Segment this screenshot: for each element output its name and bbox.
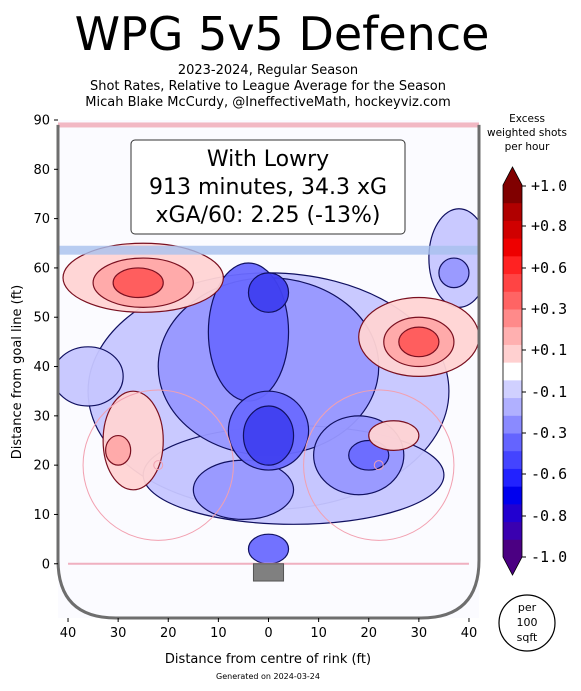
- x-tick-label: 30: [411, 626, 428, 641]
- y-tick-label: 60: [33, 261, 50, 276]
- subtitle-line-1: 2023-2024, Regular Season: [178, 63, 358, 78]
- colorbar-tick-label: -0.1: [531, 383, 567, 401]
- units-badge-line-3: sqft: [517, 631, 538, 644]
- excess-region-negative: [247, 272, 290, 313]
- y-tick-label: 40: [33, 360, 50, 375]
- subtitle-line-3: Micah Blake McCurdy, @IneffectiveMath, h…: [85, 95, 451, 110]
- colorbar-cell: [503, 326, 522, 345]
- colorbar-cell: [503, 362, 522, 381]
- x-axis: 40 30 20 10 0 10 20 30 40: [60, 618, 477, 641]
- y-tick-label: 50: [33, 311, 50, 326]
- colorbar-tick-label: +0.1: [531, 341, 567, 359]
- colorbar-tick-label: -1.0: [531, 548, 567, 566]
- colorbar-tick-label: -0.6: [531, 465, 567, 483]
- blue-line: [58, 245, 479, 255]
- info-box: With Lowry 913 minutes, 34.3 xG xGA/60: …: [130, 139, 406, 235]
- chart-title: WPG 5v5 Defence: [75, 7, 490, 61]
- heatmap-layer: [58, 208, 479, 565]
- x-axis-label: Distance from centre of rink (ft): [165, 652, 371, 667]
- colorbar-cell: [503, 503, 522, 523]
- colorbar-cell: [503, 521, 522, 540]
- colorbar-tick-label: -0.3: [531, 424, 567, 442]
- colorbar-cell: [503, 486, 522, 505]
- colorbar-cell: [503, 291, 522, 310]
- units-badge-circle: [498, 594, 556, 652]
- colorbar-cell: [503, 450, 522, 469]
- faceoff-dot: [153, 460, 164, 471]
- colorbar-tick-label: +1.0: [531, 177, 567, 195]
- units-badge: per 100 sqft: [498, 594, 556, 652]
- excess-region-positive: [112, 267, 164, 299]
- x-tick-label: 40: [60, 626, 77, 641]
- y-tick-label: 30: [33, 409, 50, 424]
- excess-region-negative: [242, 405, 295, 466]
- colorbar-cell: [503, 344, 522, 363]
- x-tick-label: 40: [461, 626, 478, 641]
- generated-note: Generated on 2024-03-24: [216, 672, 320, 681]
- excess-region-negative: [247, 533, 290, 565]
- colorbar-title-1: Excess: [509, 113, 545, 125]
- x-tick-label: 20: [160, 626, 177, 641]
- excess-region-positive: [105, 434, 132, 466]
- colorbar-cell: [503, 273, 522, 292]
- info-box-line-3: xGA/60: 2.25 (-13%): [156, 203, 381, 228]
- colorbar-title-3: per hour: [505, 141, 551, 153]
- colorbar: Excess weighted shots per hour +1.0 +0.8 +…: [487, 113, 567, 576]
- centre-red-line: [58, 122, 479, 128]
- subtitle-line-2: Shot Rates, Relative to League Average f…: [90, 79, 446, 94]
- y-tick-label: 0: [42, 557, 50, 572]
- y-tick-label: 90: [33, 114, 50, 129]
- faceoff-dot: [373, 460, 384, 471]
- colorbar-cell: [503, 415, 522, 434]
- excess-region-positive: [368, 420, 420, 451]
- colorbar-max-extension: [503, 167, 522, 185]
- colorbar-cell: [503, 238, 522, 257]
- info-box-line-2: 913 minutes, 34.3 xG: [149, 175, 387, 200]
- colorbar-cell: [503, 468, 522, 487]
- y-tick-label: 80: [33, 163, 50, 178]
- info-box-line-1: With Lowry: [207, 147, 329, 172]
- colorbar-cell: [503, 433, 522, 452]
- colorbar-min-extension: [503, 557, 522, 575]
- faceoff-circle: [303, 389, 455, 541]
- colorbar-tick-label: +0.6: [531, 259, 567, 277]
- info-box-frame: [130, 139, 406, 235]
- x-tick-label: 10: [210, 626, 227, 641]
- y-tick-label: 20: [33, 459, 50, 474]
- colorbar-tick-label: -0.8: [531, 507, 567, 525]
- colorbar-tick-label: +0.8: [531, 217, 567, 235]
- y-axis-label: Distance from goal line (ft): [10, 285, 25, 459]
- x-tick-label: 0: [264, 626, 272, 641]
- excess-region-negative: [438, 257, 470, 289]
- excess-region-positive: [398, 326, 440, 358]
- y-tick-label: 70: [33, 212, 50, 227]
- colorbar-cell: [503, 220, 522, 239]
- x-tick-label: 30: [110, 626, 127, 641]
- colorbar-cell: [503, 185, 522, 204]
- goal-net: [252, 563, 285, 582]
- colorbar-cell: [503, 255, 522, 275]
- colorbar-tick-label: +0.3: [531, 300, 567, 318]
- colorbar-cell: [503, 379, 522, 399]
- units-badge-line-2: 100: [517, 616, 538, 629]
- y-tick-label: 10: [33, 508, 50, 523]
- colorbar-cell: [503, 202, 522, 221]
- faceoff-circle: [82, 389, 234, 541]
- colorbar-cell: [503, 539, 522, 558]
- colorbar-title-2: weighted shots: [487, 127, 567, 139]
- y-axis: 0 10 20 30 40 50 60 70 80 90: [33, 114, 58, 572]
- units-badge-line-1: per: [518, 601, 537, 614]
- colorbar-cell: [503, 309, 522, 328]
- x-tick-label: 10: [310, 626, 327, 641]
- x-tick-label: 20: [360, 626, 377, 641]
- colorbar-cell: [503, 397, 522, 416]
- excess-region-negative: [58, 346, 124, 407]
